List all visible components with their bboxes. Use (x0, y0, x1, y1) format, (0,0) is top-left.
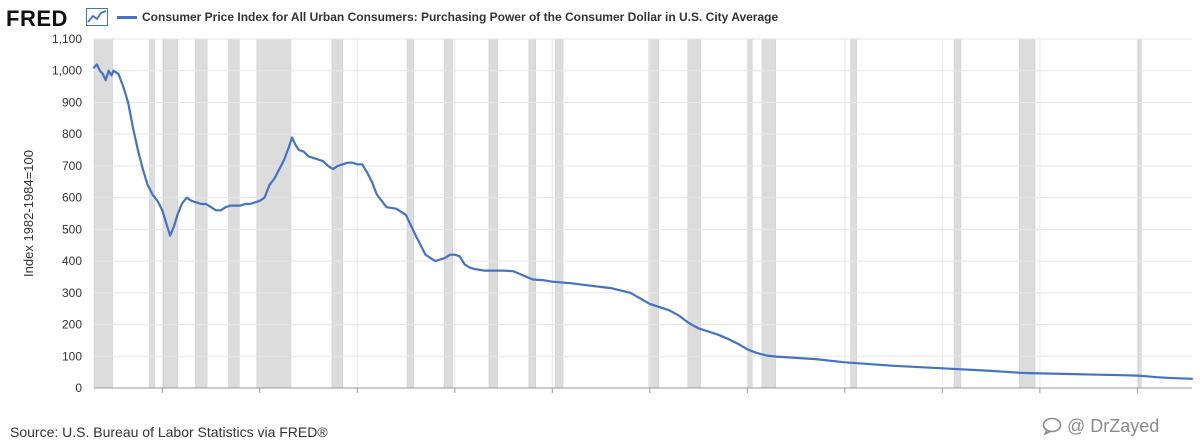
line-chart[interactable]: 01002003004005006007008009001,0001,10019… (0, 28, 1200, 394)
y-tick-label: 300 (62, 286, 82, 300)
chat-bubble-icon (1042, 417, 1062, 435)
series-legend-label: Consumer Price Index for All Urban Consu… (142, 10, 779, 24)
series-line-layer (92, 63, 1194, 380)
recession-band (850, 38, 857, 389)
recession-band (149, 38, 155, 389)
recession-band (93, 38, 113, 389)
line-graph-icon (86, 8, 108, 26)
chart-header: FRED Consumer Price Index for All Urban … (0, 0, 1200, 34)
y-tick-label: 1,100 (52, 32, 82, 46)
y-tick-label: 1,000 (52, 64, 82, 78)
watermark: @ DrZayed (1042, 416, 1159, 437)
recession-band (687, 38, 701, 389)
recession-band (195, 38, 208, 389)
y-tick-label: 900 (62, 95, 82, 109)
recession-band (953, 38, 962, 389)
recession-band (1019, 38, 1036, 389)
y-tick-label: 100 (62, 349, 82, 363)
recession-band (162, 38, 179, 389)
recession-band (228, 38, 240, 389)
recession-band (761, 38, 776, 389)
recession-shading (93, 38, 1192, 389)
recession-band (747, 38, 753, 389)
y-tick-label: 600 (62, 191, 82, 205)
recession-band (256, 38, 292, 389)
recession-band (488, 38, 498, 389)
recession-band (406, 38, 415, 389)
fred-logo[interactable]: FRED (6, 6, 68, 31)
axis-labels: 01002003004005006007008009001,0001,10019… (21, 32, 82, 394)
watermark-text: @ DrZayed (1067, 416, 1160, 436)
recession-band (1138, 38, 1142, 389)
recession-band (554, 38, 564, 389)
series-line[interactable] (92, 63, 1194, 380)
recession-band (528, 38, 536, 389)
source-note: Source: U.S. Bureau of Labor Statistics … (10, 424, 328, 440)
y-tick-label: 200 (62, 318, 82, 332)
recession-band (443, 38, 454, 389)
recession-band (331, 38, 343, 389)
y-tick-label: 800 (62, 127, 82, 141)
axes (94, 387, 1192, 393)
y-tick-label: 0 (75, 381, 82, 394)
y-tick-label: 500 (62, 222, 82, 236)
y-tick-label: 700 (62, 159, 82, 173)
legend-swatch (117, 16, 137, 19)
y-tick-label: 400 (62, 254, 82, 268)
y-axis-title: Index 1982-1984=100 (21, 150, 36, 277)
